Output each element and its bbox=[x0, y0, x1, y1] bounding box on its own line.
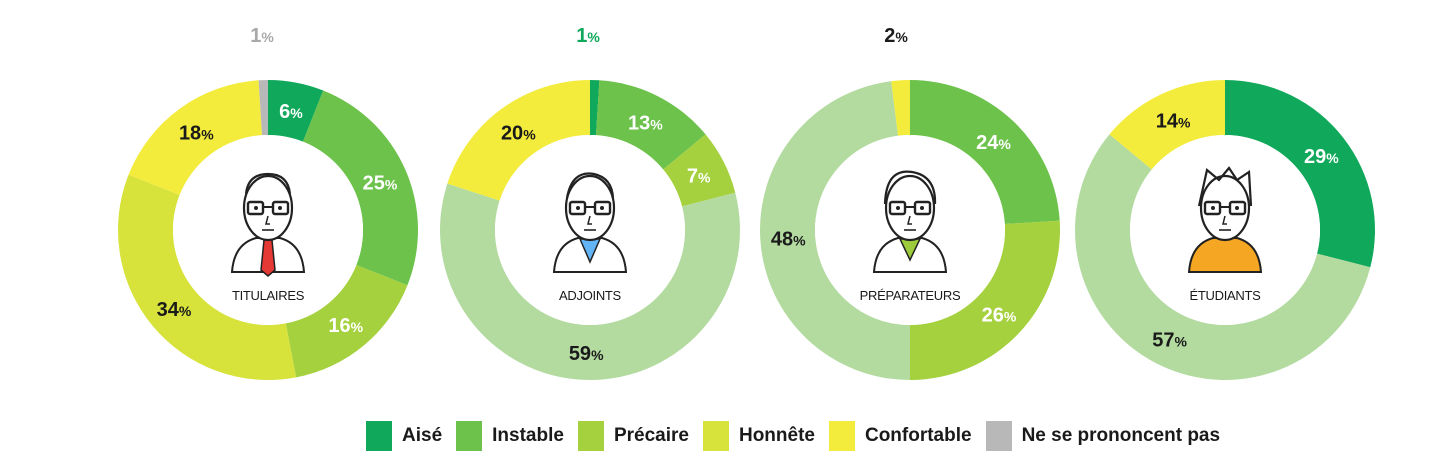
legend-item-precaire: Précaire bbox=[577, 421, 689, 451]
donut-slice bbox=[910, 80, 1060, 225]
donut-slice bbox=[439, 183, 740, 381]
donut-slice bbox=[128, 80, 263, 196]
preparateur-avatar-icon bbox=[872, 170, 948, 273]
donut-slice bbox=[258, 80, 268, 136]
slice-value-label: 57% bbox=[1152, 330, 1187, 352]
donut-slice bbox=[910, 220, 1060, 380]
donut-chart: 6% 25% 16% 34% 18% 1% TITULAIRES bbox=[118, 25, 418, 380]
donut-category-name: TITULAIRES bbox=[232, 288, 305, 303]
donut-category-name: PRÉPARATEURS bbox=[860, 288, 961, 303]
slice-value-label: 29% bbox=[1304, 146, 1339, 168]
legend-item-ne-se-prononcent-pas: Ne se prononcent pas bbox=[985, 421, 1221, 451]
legend-swatch bbox=[577, 421, 604, 451]
donut-slice bbox=[595, 80, 706, 170]
donut-slice bbox=[118, 174, 297, 380]
slice-value-label: 20% bbox=[501, 122, 536, 144]
slice-value-label: 18% bbox=[179, 122, 214, 144]
donut-slice bbox=[447, 80, 590, 201]
legend-swatch bbox=[985, 421, 1012, 451]
legend-item-instable: Instable bbox=[456, 421, 564, 451]
slice-value-label: 13% bbox=[628, 112, 663, 134]
slice-value-label: 34% bbox=[157, 299, 192, 321]
legend-label: Instable bbox=[492, 425, 564, 446]
slice-value-label: 1% bbox=[250, 25, 274, 47]
legend-swatch bbox=[702, 421, 729, 451]
donut-slice bbox=[1109, 80, 1225, 170]
etudiant-avatar-icon bbox=[1187, 166, 1263, 273]
adjoint-avatar-icon bbox=[552, 172, 628, 273]
donut-slice bbox=[590, 80, 600, 136]
slice-value-label: 24% bbox=[976, 132, 1011, 154]
legend-label: Précaire bbox=[613, 425, 689, 446]
slice-value-label: 7% bbox=[687, 166, 711, 188]
slice-value-label: 25% bbox=[363, 173, 398, 195]
legend-swatch bbox=[456, 421, 483, 451]
legend-label: Honnête bbox=[738, 425, 815, 446]
donut-slice bbox=[1075, 134, 1371, 380]
legend-item-aise: Aisé bbox=[366, 421, 442, 451]
legend-item-confortable: Confortable bbox=[828, 421, 972, 451]
donut-slice bbox=[268, 80, 324, 142]
titulaire-avatar-icon bbox=[230, 172, 306, 277]
donut-chart: 24% 26% 48% 2% PRÉPARATEURS bbox=[760, 25, 1060, 380]
slice-value-label: 59% bbox=[569, 343, 604, 365]
donut-category-name: ADJOINTS bbox=[559, 288, 622, 303]
legend-item-honnete: Honnête bbox=[702, 421, 815, 451]
slice-value-label: 2% bbox=[884, 25, 908, 47]
donut-slice bbox=[891, 80, 910, 136]
legend-swatch bbox=[828, 421, 855, 451]
donut-slice bbox=[285, 264, 408, 378]
slice-value-label: 14% bbox=[1156, 111, 1191, 133]
donut-category-name: ÉTUDIANTS bbox=[1190, 288, 1262, 303]
donut-slice bbox=[1225, 80, 1375, 268]
slice-value-label: 16% bbox=[328, 315, 363, 337]
slice-value-label: 6% bbox=[279, 101, 303, 123]
donut-slice bbox=[663, 134, 736, 207]
legend-label: Confortable bbox=[864, 425, 972, 446]
legend: Aisé Instable Précaire Honnête Confortab… bbox=[366, 420, 1234, 452]
slice-value-label: 48% bbox=[771, 229, 806, 251]
donut-chart: 1% 13% 7% 59% 20% ADJOINTS bbox=[439, 25, 740, 381]
donut-slice bbox=[760, 81, 910, 380]
legend-swatch bbox=[366, 421, 392, 451]
donut-slice bbox=[302, 90, 418, 286]
legend-label: Aisé bbox=[402, 425, 443, 446]
slice-value-label: 26% bbox=[982, 305, 1017, 327]
slice-value-label: 1% bbox=[576, 25, 600, 47]
donut-chart: 29% 57% 14% ÉTUDIANTS bbox=[1075, 80, 1375, 380]
legend-label: Ne se prononcent pas bbox=[1021, 425, 1221, 446]
